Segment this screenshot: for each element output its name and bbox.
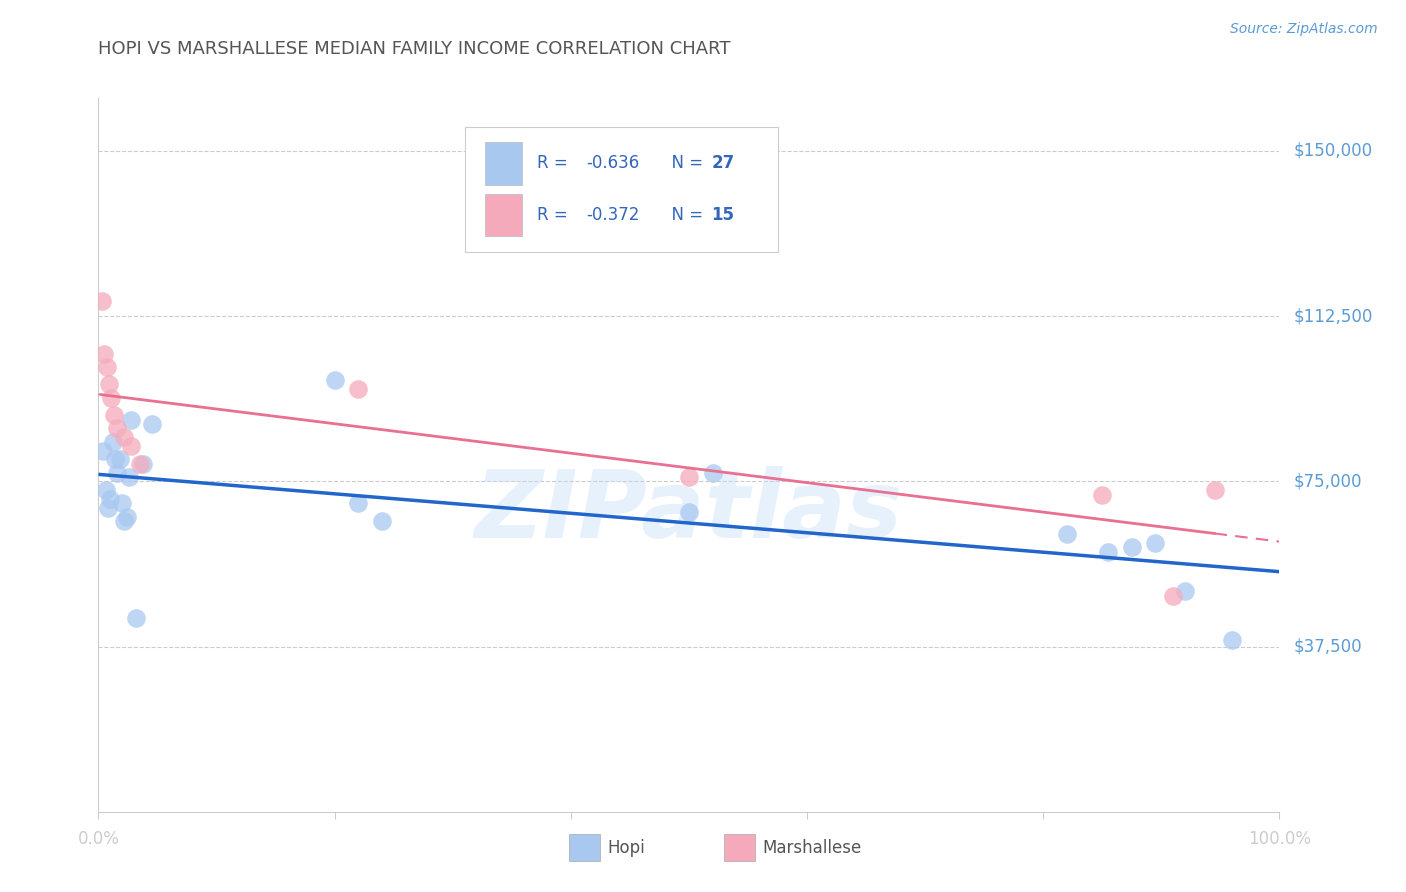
Point: [347, 496, 370, 510]
Text: -0.636: -0.636: [586, 154, 640, 172]
Point: [1174, 584, 1197, 599]
Text: 27: 27: [711, 154, 734, 172]
Point: [112, 514, 135, 528]
Text: R =: R =: [537, 206, 572, 224]
Point: [141, 417, 163, 431]
Point: [121, 412, 143, 426]
Text: $150,000: $150,000: [1294, 142, 1372, 160]
Text: -0.372: -0.372: [586, 206, 640, 224]
Point: [98, 491, 121, 506]
Point: [91, 443, 114, 458]
Text: $112,500: $112,500: [1294, 307, 1372, 326]
Point: [1204, 483, 1226, 498]
Point: [93, 346, 115, 360]
Point: [125, 611, 148, 625]
Text: N =: N =: [661, 154, 709, 172]
Point: [1220, 632, 1243, 647]
Point: [103, 409, 125, 423]
Point: [118, 470, 141, 484]
Point: [96, 359, 118, 374]
Point: [101, 434, 124, 449]
Text: $37,500: $37,500: [1294, 638, 1362, 656]
Text: Source: ZipAtlas.com: Source: ZipAtlas.com: [1230, 22, 1378, 37]
Point: [678, 505, 700, 519]
FancyBboxPatch shape: [464, 127, 778, 252]
Point: [112, 430, 135, 444]
Bar: [485, 142, 523, 185]
Point: [105, 421, 128, 435]
Point: [1161, 589, 1184, 603]
Point: [1056, 527, 1078, 541]
Point: [1097, 545, 1119, 559]
Point: [105, 466, 128, 480]
Text: HOPI VS MARSHALLESE MEDIAN FAMILY INCOME CORRELATION CHART: HOPI VS MARSHALLESE MEDIAN FAMILY INCOME…: [98, 40, 731, 58]
Point: [371, 514, 394, 528]
Bar: [485, 194, 523, 236]
Point: [132, 457, 155, 471]
Point: [97, 500, 120, 515]
Text: Marshallese: Marshallese: [762, 839, 862, 857]
Point: [347, 382, 370, 396]
Text: $75,000: $75,000: [1294, 473, 1362, 491]
Point: [678, 470, 700, 484]
Point: [1144, 536, 1167, 550]
Point: [115, 509, 138, 524]
Point: [121, 439, 143, 453]
Point: [108, 452, 131, 467]
Text: R =: R =: [537, 154, 572, 172]
Point: [98, 377, 121, 392]
Point: [1121, 541, 1143, 555]
Point: [323, 373, 346, 387]
Point: [128, 457, 150, 471]
Text: Hopi: Hopi: [607, 839, 645, 857]
Text: ZIPatlas: ZIPatlas: [475, 466, 903, 558]
Point: [100, 391, 122, 405]
Point: [104, 452, 127, 467]
Text: N =: N =: [661, 206, 709, 224]
Point: [111, 496, 134, 510]
Text: 15: 15: [711, 206, 734, 224]
Point: [91, 293, 114, 308]
Point: [1091, 487, 1114, 501]
Point: [702, 466, 724, 480]
Point: [94, 483, 117, 498]
